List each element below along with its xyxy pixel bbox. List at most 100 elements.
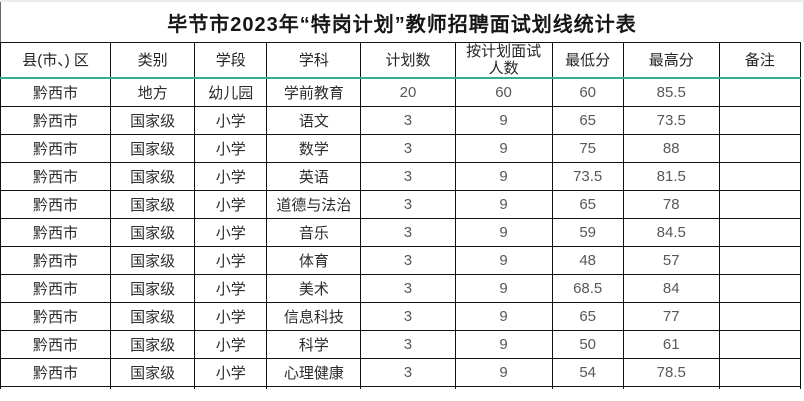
cell-max-score: 77 — [622, 301, 720, 331]
cell-category: 国家级 — [110, 301, 196, 331]
cell-interview-count: 9 — [454, 105, 553, 135]
cell-min-score: 59 — [551, 217, 624, 247]
cell-max-score: 78 — [622, 189, 720, 219]
cell-district: 黔西市 — [0, 357, 112, 387]
partial-cell — [360, 385, 456, 389]
cell-remark — [718, 189, 802, 219]
cell-min-score: 54 — [551, 357, 624, 387]
cell-remark — [718, 357, 802, 387]
cell-remark — [718, 217, 802, 247]
cell-stage: 小学 — [194, 189, 268, 219]
header-remark: 备注 — [718, 42, 802, 79]
cell-planned-count: 3 — [360, 105, 456, 135]
cell-category: 国家级 — [110, 105, 196, 135]
cell-subject: 道德与法治 — [266, 189, 362, 219]
cell-remark — [718, 105, 802, 135]
partial-cell — [266, 385, 362, 389]
partial-cell — [194, 385, 268, 389]
header-subject: 学科 — [266, 42, 362, 79]
cell-min-score: 60 — [551, 77, 624, 107]
cell-stage: 小学 — [194, 161, 268, 191]
cell-category: 国家级 — [110, 273, 196, 303]
cell-max-score: 57 — [622, 245, 720, 275]
cell-max-score: 84 — [622, 273, 720, 303]
cell-category: 国家级 — [110, 329, 196, 359]
cell-district: 黔西市 — [0, 161, 112, 191]
table-row: 黔西市 国家级 小学 科学 3 9 50 61 — [0, 329, 802, 359]
cell-district: 黔西市 — [0, 245, 112, 275]
cell-interview-count: 9 — [454, 217, 553, 247]
header-district: 县(市、) 区 — [0, 42, 112, 79]
cell-subject: 心理健康 — [266, 357, 362, 387]
partial-cell — [454, 385, 553, 389]
header-stage: 学段 — [194, 42, 268, 79]
cell-remark — [718, 245, 802, 275]
cell-district: 黔西市 — [0, 105, 112, 135]
cell-interview-count: 9 — [454, 329, 553, 359]
cell-stage: 小学 — [194, 217, 268, 247]
cell-min-score: 48 — [551, 245, 624, 275]
cell-stage: 小学 — [194, 273, 268, 303]
cell-planned-count: 3 — [360, 245, 456, 275]
cell-category: 国家级 — [110, 161, 196, 191]
table-row: 黔西市 国家级 小学 体育 3 9 48 57 — [0, 245, 802, 275]
table-row: 黔西市 国家级 小学 美术 3 9 68.5 84 — [0, 273, 802, 303]
cell-district: 黔西市 — [0, 217, 112, 247]
table-row: 黔西市 国家级 小学 道德与法治 3 9 65 78 — [0, 189, 802, 219]
cell-interview-count: 9 — [454, 245, 553, 275]
cell-max-score: 85.5 — [622, 77, 720, 107]
table-row: 黔西市 国家级 小学 音乐 3 9 59 84.5 — [0, 217, 802, 247]
cell-district: 黔西市 — [0, 273, 112, 303]
cell-subject: 学前教育 — [266, 77, 362, 107]
partial-cell — [110, 385, 196, 389]
cell-planned-count: 3 — [360, 133, 456, 163]
cell-planned-count: 20 — [360, 77, 456, 107]
cell-subject: 体育 — [266, 245, 362, 275]
cell-interview-count: 9 — [454, 357, 553, 387]
cell-stage: 幼儿园 — [194, 77, 268, 107]
cell-max-score: 73.5 — [622, 105, 720, 135]
cell-max-score: 78.5 — [622, 357, 720, 387]
cell-interview-count: 9 — [454, 273, 553, 303]
cell-subject: 数学 — [266, 133, 362, 163]
partial-cell — [622, 385, 720, 389]
cell-stage: 小学 — [194, 245, 268, 275]
cell-interview-count: 60 — [454, 77, 553, 107]
header-row: 县(市、) 区 类别 学段 学科 计划数 按计划面试 人数 最低分 最高分 备注 — [0, 42, 802, 79]
cell-min-score: 65 — [551, 301, 624, 331]
cell-category: 国家级 — [110, 357, 196, 387]
cell-category: 国家级 — [110, 189, 196, 219]
table-row: 黔西市 国家级 小学 英语 3 9 73.5 81.5 — [0, 161, 802, 191]
cell-subject: 科学 — [266, 329, 362, 359]
cell-min-score: 68.5 — [551, 273, 624, 303]
cell-planned-count: 3 — [360, 217, 456, 247]
cell-max-score: 81.5 — [622, 161, 720, 191]
cell-remark — [718, 133, 802, 163]
statistics-table: 县(市、) 区 类别 学段 学科 计划数 按计划面试 人数 最低分 最高分 备注… — [0, 42, 802, 389]
cell-stage: 小学 — [194, 301, 268, 331]
cell-max-score: 84.5 — [622, 217, 720, 247]
cell-min-score: 50 — [551, 329, 624, 359]
cell-max-score: 61 — [622, 329, 720, 359]
header-interview-count: 按计划面试 人数 — [454, 42, 553, 79]
table-row: 黔西市 国家级 小学 信息科技 3 9 65 77 — [0, 301, 802, 331]
header-max-score: 最高分 — [622, 42, 720, 79]
cell-min-score: 75 — [551, 133, 624, 163]
cell-planned-count: 3 — [360, 301, 456, 331]
cell-interview-count: 9 — [454, 301, 553, 331]
cell-district: 黔西市 — [0, 189, 112, 219]
cell-min-score: 65 — [551, 189, 624, 219]
header-planned-count: 计划数 — [360, 42, 456, 79]
cell-interview-count: 9 — [454, 161, 553, 191]
partial-cell — [718, 385, 802, 389]
cell-district: 黔西市 — [0, 77, 112, 107]
partial-cell — [0, 385, 112, 389]
cell-max-score: 88 — [622, 133, 720, 163]
cell-category: 国家级 — [110, 133, 196, 163]
partial-cell — [551, 385, 624, 389]
cell-category: 国家级 — [110, 217, 196, 247]
cell-district: 黔西市 — [0, 133, 112, 163]
cell-stage: 小学 — [194, 133, 268, 163]
cell-planned-count: 3 — [360, 329, 456, 359]
